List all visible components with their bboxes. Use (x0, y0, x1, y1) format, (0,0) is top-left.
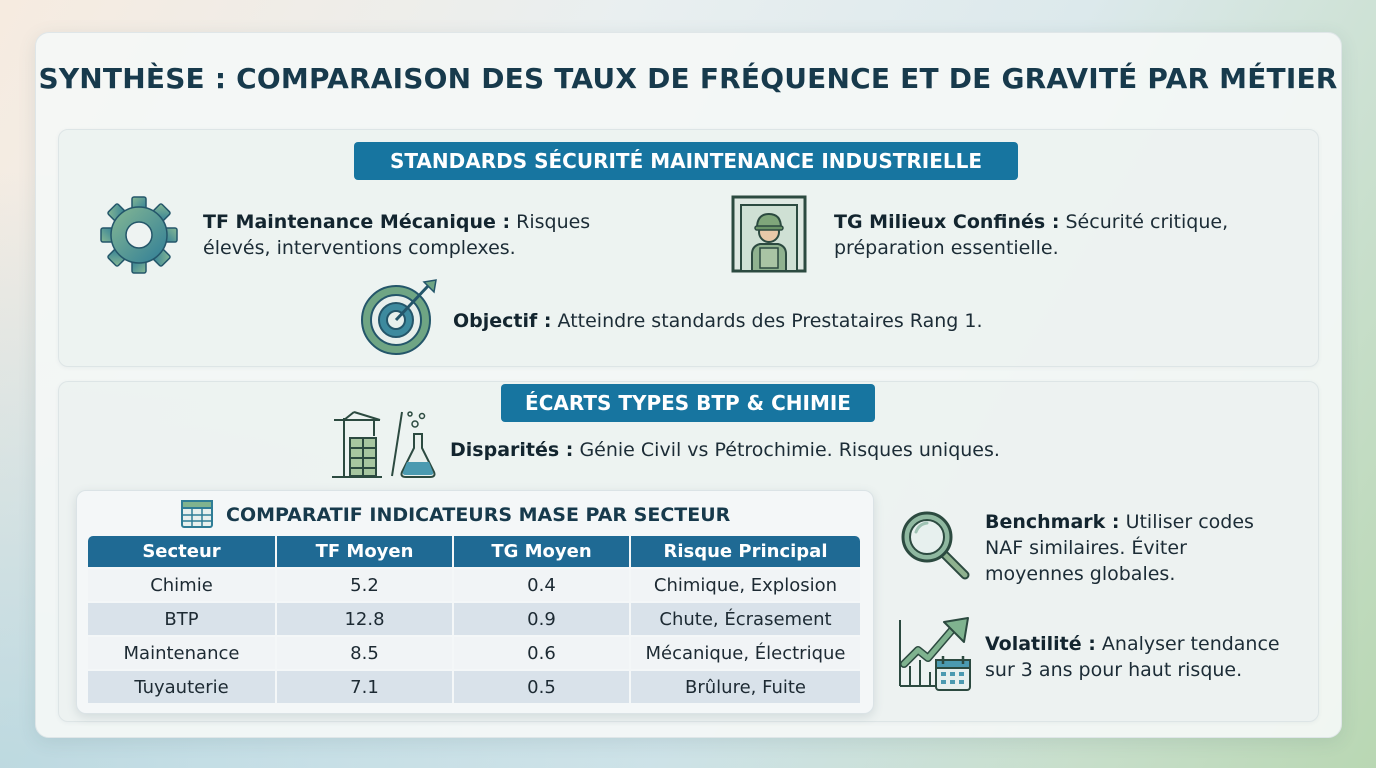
benchmark-label: Benchmark : (985, 511, 1120, 533)
table-cell: Mécanique, Électrique (630, 635, 860, 670)
table-cell: 8.5 (276, 635, 454, 670)
table-title: COMPARATIF INDICATEURS MASE PAR SECTEUR (226, 504, 731, 526)
table-cell: Chute, Écrasement (630, 601, 860, 636)
table-cell: 0.9 (453, 601, 631, 636)
table-row: Chimie 5.2 0.4 Chimique, Explosion (88, 567, 860, 602)
column-header: Risque Principal (630, 536, 860, 568)
sector-table: Secteur TF Moyen TG Moyen Risque Princip… (88, 536, 860, 703)
table-cell: 5.2 (276, 567, 454, 602)
tg-milieux-text: TG Milieux Confinés : Sécurité critique,… (834, 211, 1229, 259)
gear-icon (100, 196, 178, 274)
confined-space-worker-icon (731, 195, 807, 273)
table-cell: Chimique, Explosion (630, 567, 860, 602)
column-header: TG Moyen (453, 536, 631, 568)
ecarts-heading: ÉCARTS TYPES BTP & CHIMIE (501, 384, 875, 422)
table-cell: Chimie (88, 567, 277, 602)
objectif-label: Objectif : (453, 310, 552, 332)
table-cell: BTP (88, 601, 277, 636)
column-header: TF Moyen (276, 536, 454, 568)
table-cell: 0.4 (453, 567, 631, 602)
table-header-row: Secteur TF Moyen TG Moyen Risque Princip… (88, 536, 860, 568)
volatilite-text: Volatilité : Analyser tendance sur 3 ans… (985, 633, 1280, 681)
table-row: Tuyauterie 7.1 0.5 Brûlure, Fuite (88, 669, 860, 703)
page-title: SYNTHÈSE : COMPARAISON DES TAUX DE FRÉQU… (38, 62, 1338, 95)
volatilite-label: Volatilité : (985, 633, 1096, 655)
table-icon (181, 500, 213, 528)
target-icon (361, 279, 437, 355)
column-header: Secteur (88, 536, 277, 568)
table-cell: 7.1 (276, 669, 454, 703)
disparites-text: Disparités : Génie Civil vs Pétrochimie.… (450, 439, 1000, 461)
table-row: Maintenance 8.5 0.6 Mécanique, Électriqu… (88, 635, 860, 670)
table-cell: Maintenance (88, 635, 277, 670)
standards-heading: STANDARDS SÉCURITÉ MAINTENANCE INDUSTRIE… (354, 142, 1018, 180)
benchmark-text: Benchmark : Utiliser codes NAF similaire… (985, 511, 1254, 585)
table-cell: Brûlure, Fuite (630, 669, 860, 703)
trend-chart-calendar-icon (899, 617, 971, 691)
construction-chemistry-icon (332, 411, 436, 478)
table-cell: 0.5 (453, 669, 631, 703)
tf-maintenance-label: TF Maintenance Mécanique : (203, 211, 511, 233)
table-cell: Tuyauterie (88, 669, 277, 703)
objectif-text: Objectif : Atteindre standards des Prest… (453, 310, 983, 332)
tg-milieux-label: TG Milieux Confinés : (834, 211, 1060, 233)
tf-maintenance-text: TF Maintenance Mécanique : Risques élevé… (203, 211, 591, 259)
table-row: BTP 12.8 0.9 Chute, Écrasement (88, 601, 860, 636)
table-cell: 0.6 (453, 635, 631, 670)
magnifier-icon (901, 511, 970, 580)
table-cell: 12.8 (276, 601, 454, 636)
disparites-label: Disparités : (450, 439, 574, 461)
